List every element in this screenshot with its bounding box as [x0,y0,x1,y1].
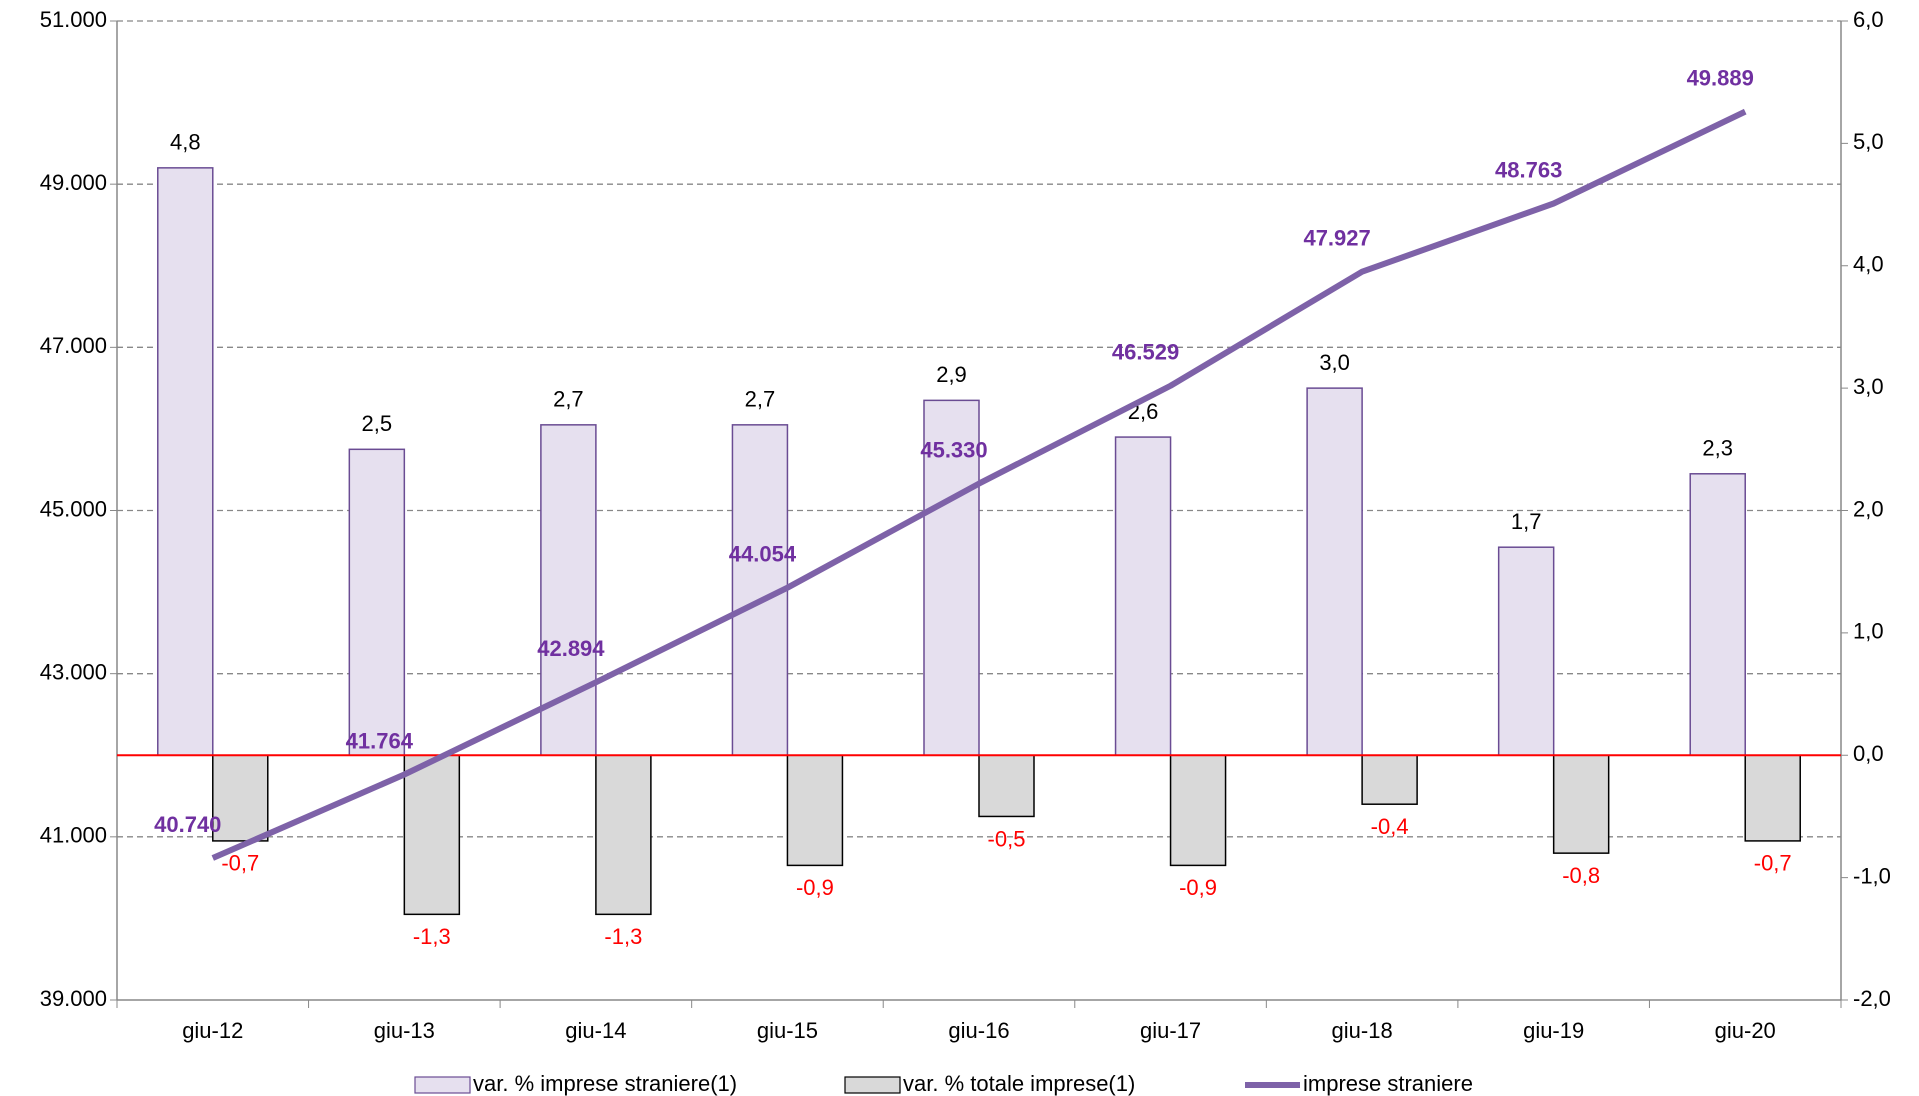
data-label: 4,8 [170,130,201,155]
bar [403,754,461,916]
data-label: 2,9 [936,362,967,387]
bar [540,424,597,756]
data-label: -0,5 [988,826,1026,851]
data-label: -0,7 [1754,851,1792,876]
data-label: 42.894 [537,636,605,661]
y-tick-label: 41.000 [40,823,107,848]
data-label: 44.054 [729,541,797,566]
legend-label: var. % totale imprese(1) [903,1071,1135,1096]
y2-tick-label: 3,0 [1853,374,1884,399]
bar [1689,473,1746,756]
y2-tick-label: 6,0 [1853,7,1884,32]
y-tick-label: 49.000 [40,170,107,195]
data-label: 1,7 [1511,509,1542,534]
data-label: -1,3 [413,924,451,949]
data-label: 3,0 [1319,350,1350,375]
data-label: -0,4 [1371,814,1409,839]
bar [348,448,406,756]
bar [923,399,980,756]
y-tick-label: 51.000 [40,7,107,32]
data-label: -0,9 [796,875,834,900]
data-label: -0,8 [1562,863,1600,888]
data-label: 40.740 [154,812,221,837]
y2-tick-label: -1,0 [1853,863,1891,888]
y-tick-label: 45.000 [40,496,107,521]
data-label: 45.330 [920,437,987,462]
data-label: 2,3 [1702,436,1733,461]
x-tick-label: giu-15 [757,1018,818,1043]
bar [1497,546,1555,757]
legend-swatch [414,1076,471,1094]
data-label: 48.763 [1495,157,1562,182]
bar [595,754,652,916]
bar [1114,436,1172,756]
data-label: 47.927 [1303,226,1370,251]
x-tick-label: giu-18 [1332,1018,1393,1043]
y2-tick-label: 2,0 [1853,496,1884,521]
bar [1306,387,1363,756]
bar [978,754,1035,818]
y-tick-label: 47.000 [40,333,107,358]
x-tick-label: giu-20 [1715,1018,1776,1043]
y-tick-label: 43.000 [40,659,107,684]
y2-tick-label: -2,0 [1853,986,1891,1011]
y2-tick-label: 5,0 [1853,129,1884,154]
data-label: -0,7 [221,851,259,876]
data-label: 2,7 [745,387,776,412]
bar [1169,754,1227,867]
data-label: 46.529 [1112,340,1179,365]
y2-tick-label: 4,0 [1853,252,1884,277]
bar [212,754,269,842]
data-label: -1,3 [604,924,642,949]
x-tick-label: giu-13 [374,1018,435,1043]
data-label: 2,7 [553,387,584,412]
line [211,108,1747,861]
y2-tick-label: 1,0 [1853,619,1884,644]
legend-label: var. % imprese straniere(1) [473,1071,737,1096]
y-tick-label: 39.000 [40,986,107,1011]
bar [1744,754,1801,842]
x-tick-label: giu-19 [1523,1018,1584,1043]
legend-swatch [844,1076,901,1094]
data-label: 49.889 [1687,65,1754,90]
bar [157,167,214,757]
bar [1361,754,1418,805]
data-label: 41.764 [346,728,414,753]
x-tick-label: giu-12 [182,1018,243,1043]
y2-tick-label: 0,0 [1853,741,1884,766]
x-tick-label: giu-16 [948,1018,1009,1043]
bar [1552,754,1610,854]
x-tick-label: giu-17 [1140,1018,1201,1043]
bar [786,754,844,867]
legend-label: imprese straniere [1303,1071,1473,1096]
data-label: -0,9 [1179,875,1217,900]
x-tick-label: giu-14 [565,1018,626,1043]
data-label: 2,5 [362,411,393,436]
